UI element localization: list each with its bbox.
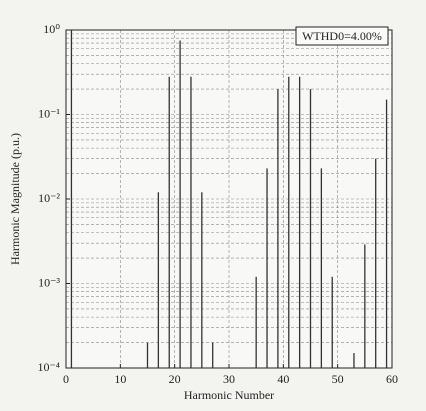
y-tick-label: 10⁻² — [38, 191, 60, 205]
plot-frame — [65, 29, 393, 369]
y-tick-label: 10⁻¹ — [38, 106, 60, 120]
x-tick-label: 10 — [114, 372, 126, 386]
annotation: WTHD0=4.00% — [302, 29, 382, 43]
y-tick-label: 10⁻⁴ — [37, 360, 60, 374]
x-tick-label: 0 — [63, 372, 69, 386]
y-axis-label: Harmonic Magnitude (p.u.) — [8, 133, 22, 265]
x-tick-label: 40 — [277, 372, 289, 386]
x-tick-label: 20 — [169, 372, 181, 386]
y-tick-label: 10⁻³ — [38, 275, 60, 289]
y-tick-label: 10⁰ — [43, 22, 60, 36]
x-tick-label: 30 — [223, 372, 235, 386]
x-tick-label: 50 — [332, 372, 344, 386]
x-tick-label: 60 — [386, 372, 398, 386]
annotation-box — [295, 26, 389, 46]
x-axis-label: Harmonic Number — [184, 388, 274, 402]
